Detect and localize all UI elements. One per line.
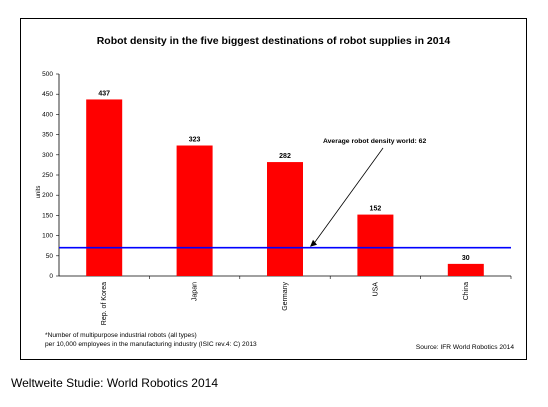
footnote: *Number of multipurpose industrial robot… <box>45 331 257 349</box>
y-tick-label: 450 <box>42 91 53 98</box>
y-tick-label: 200 <box>42 192 53 199</box>
caption: Weltweite Studie: World Robotics 2014 <box>11 376 218 390</box>
x-tick-label: Japan <box>192 282 199 301</box>
chart-frame: Robot density in the five biggest destin… <box>20 18 527 360</box>
bar-japan <box>176 145 213 276</box>
data-label: 282 <box>279 153 291 160</box>
data-label: 152 <box>370 206 382 213</box>
x-tick-label: Rep. of Korea <box>101 282 108 325</box>
y-tick-label: 250 <box>42 172 53 179</box>
annotation-arrow-head <box>310 239 317 247</box>
x-tick-label: China <box>463 282 470 300</box>
y-tick-label: 500 <box>42 71 53 78</box>
chart-title: Robot density in the five biggest destin… <box>96 35 451 47</box>
y-tick-label: 100 <box>42 233 53 240</box>
footnote-line-1: *Number of multipurpose industrial robot… <box>45 332 197 339</box>
bar-rep-of-korea <box>86 99 123 277</box>
y-tick-label: 0 <box>49 273 53 280</box>
bar-germany <box>267 162 303 276</box>
bar-usa <box>357 214 394 276</box>
y-axis-label: units <box>36 185 42 199</box>
y-tick-label: 50 <box>46 253 54 260</box>
footnote-line-2: per 10,000 employees in the manufacturin… <box>45 341 257 348</box>
annotation-arrow-line <box>312 147 384 245</box>
y-tick-label: 400 <box>42 111 53 118</box>
y-tick-label: 150 <box>42 212 53 219</box>
y-tick-label: 350 <box>42 132 53 139</box>
average-annotation: Average robot density world: 62 <box>323 138 426 145</box>
x-tick-label: Germany <box>282 282 289 311</box>
bar-chart: 0 50 100 150 200 250 300 350 400 450 500 437 Rep. of… <box>42 71 512 325</box>
x-tick-label: USA <box>372 282 379 297</box>
y-tick-label: 300 <box>42 152 53 159</box>
source-note: Source: IFR World Robotics 2014 <box>415 344 514 351</box>
data-label: 323 <box>189 137 201 144</box>
bar-china <box>447 263 484 276</box>
data-label: 30 <box>462 255 470 262</box>
data-label: 437 <box>98 90 110 97</box>
